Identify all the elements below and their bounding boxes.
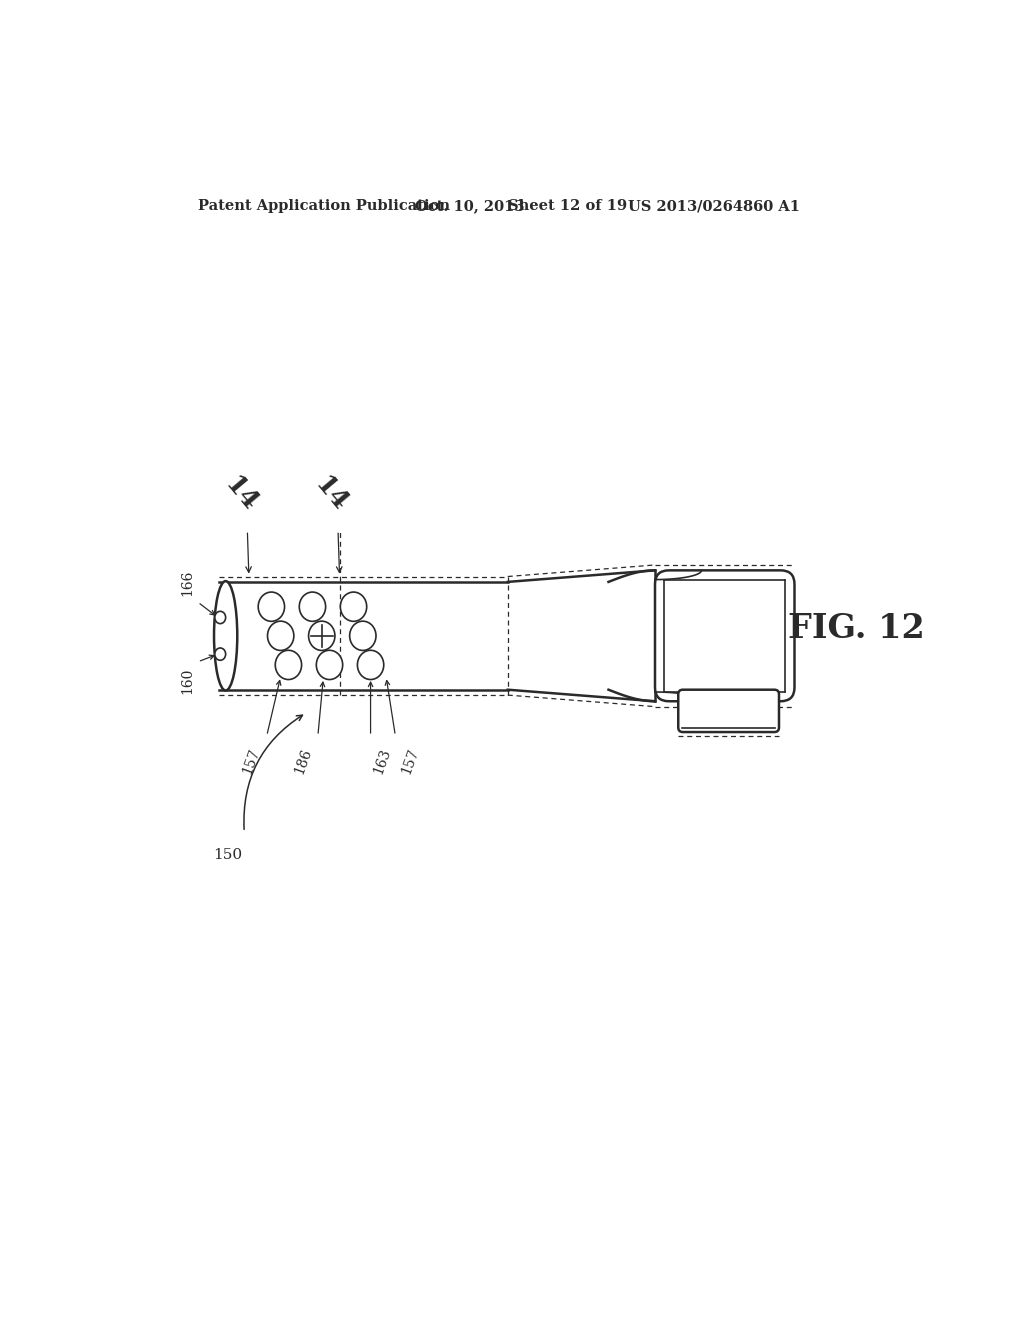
Text: 14: 14 bbox=[310, 473, 353, 516]
Text: 14: 14 bbox=[220, 473, 262, 516]
FancyBboxPatch shape bbox=[678, 689, 779, 733]
Text: Sheet 12 of 19: Sheet 12 of 19 bbox=[508, 199, 627, 213]
Ellipse shape bbox=[308, 622, 335, 651]
Ellipse shape bbox=[275, 651, 302, 680]
Ellipse shape bbox=[316, 651, 343, 680]
Text: Oct. 10, 2013: Oct. 10, 2013 bbox=[415, 199, 524, 213]
Ellipse shape bbox=[349, 622, 376, 651]
Ellipse shape bbox=[267, 622, 294, 651]
Text: 157: 157 bbox=[240, 747, 262, 776]
Text: 150: 150 bbox=[213, 847, 242, 862]
FancyBboxPatch shape bbox=[655, 570, 795, 701]
Ellipse shape bbox=[215, 611, 225, 623]
Text: 157: 157 bbox=[399, 747, 422, 776]
Text: 166: 166 bbox=[180, 569, 194, 595]
Text: 163: 163 bbox=[371, 747, 393, 776]
Ellipse shape bbox=[299, 593, 326, 622]
Ellipse shape bbox=[258, 593, 285, 622]
Text: 160: 160 bbox=[180, 668, 194, 694]
Text: FIG. 12: FIG. 12 bbox=[788, 611, 925, 644]
Text: 186: 186 bbox=[292, 747, 314, 776]
Text: US 2013/0264860 A1: US 2013/0264860 A1 bbox=[628, 199, 800, 213]
Ellipse shape bbox=[214, 581, 238, 690]
Text: Patent Application Publication: Patent Application Publication bbox=[198, 199, 450, 213]
Ellipse shape bbox=[340, 593, 367, 622]
Ellipse shape bbox=[215, 648, 225, 660]
Ellipse shape bbox=[357, 651, 384, 680]
